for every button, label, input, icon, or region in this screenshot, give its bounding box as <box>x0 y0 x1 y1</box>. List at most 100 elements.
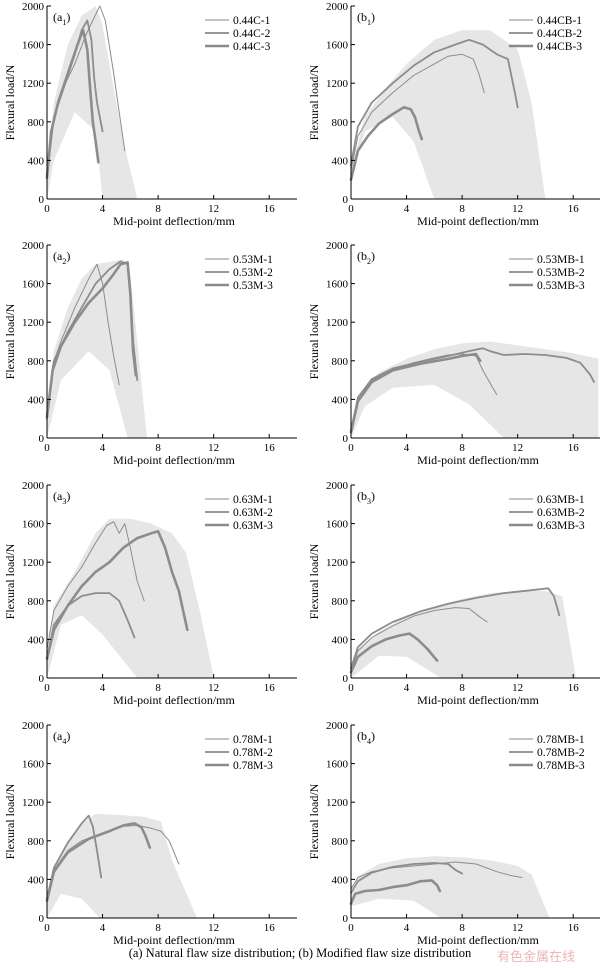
x-tick-label: 8 <box>155 682 161 694</box>
x-axis-label: Mid-point deflection/mm <box>417 933 539 947</box>
legend-label: 0.44CB-1 <box>537 15 582 27</box>
panel-label-letter: (b <box>357 10 367 24</box>
y-axis-label: Flexural load/N <box>307 303 321 379</box>
panel-label-close: ) <box>371 10 375 24</box>
x-tick-label: 8 <box>155 922 161 934</box>
y-tick-label: 2000 <box>22 240 45 252</box>
x-axis-label: Mid-point deflection/mm <box>417 453 539 467</box>
x-tick-label: 8 <box>155 442 161 454</box>
panel-label-letter: (b <box>357 489 367 503</box>
y-tick-label: 0 <box>343 433 349 445</box>
x-tick-label: 16 <box>568 442 580 454</box>
x-tick-label: 0 <box>348 203 354 215</box>
y-tick-label: 2000 <box>326 720 349 732</box>
x-axis-label: Mid-point deflection/mm <box>113 933 235 947</box>
y-tick-label: 400 <box>332 874 349 886</box>
legend-label: 0.53M-3 <box>233 280 273 292</box>
y-tick-label: 2000 <box>326 1 349 13</box>
scatter-band <box>47 813 197 918</box>
y-tick-label: 2000 <box>22 480 45 492</box>
x-tick-label: 0 <box>44 203 50 215</box>
y-tick-label: 1600 <box>326 519 349 531</box>
legend-label: 0.63MB-3 <box>537 520 585 532</box>
y-tick-label: 400 <box>332 634 349 646</box>
legend-label: 0.78MB-2 <box>537 747 585 759</box>
scatter-band <box>47 259 147 438</box>
legend-label: 0.63M-3 <box>233 520 273 532</box>
y-tick-label: 1200 <box>22 317 45 329</box>
series-line-0.44C-3 <box>45 28 100 180</box>
scatter-band <box>351 856 550 918</box>
legend-label: 0.78MB-1 <box>537 734 585 746</box>
y-axis-label: Flexural load/N <box>3 783 17 859</box>
y-tick-label: 1600 <box>22 40 45 52</box>
legend-label: 0.53MB-3 <box>537 280 585 292</box>
y-tick-label: 1600 <box>22 279 45 291</box>
y-tick-label: 0 <box>343 673 349 685</box>
y-tick-label: 0 <box>39 194 45 206</box>
panel-label: (a3) <box>53 489 70 506</box>
panel-label: (a4) <box>53 729 70 746</box>
y-axis-label: Flexural load/N <box>307 783 321 859</box>
series-line-0.78MB-1 <box>350 861 523 890</box>
legend-label: 0.63MB-1 <box>537 494 585 506</box>
x-tick-label: 4 <box>100 682 106 694</box>
y-tick-label: 2000 <box>22 720 45 732</box>
series-line-0.53MB-3 <box>349 352 482 434</box>
y-tick-label: 400 <box>28 394 45 406</box>
y-tick-label: 1200 <box>326 317 349 329</box>
x-tick-label: 12 <box>208 922 219 934</box>
panel-label-index: 4 <box>367 737 371 746</box>
panel-label-close: ) <box>66 10 70 24</box>
panel-label-index: 4 <box>62 737 66 746</box>
y-tick-label: 1200 <box>22 557 45 569</box>
series-line-0.63MB-2 <box>350 587 561 670</box>
x-tick-label: 0 <box>348 922 354 934</box>
series-line-0.53M-3 <box>45 261 138 419</box>
panel-label: (b2) <box>357 249 375 266</box>
x-tick-label: 4 <box>100 203 106 215</box>
x-tick-label: 16 <box>568 922 580 934</box>
x-tick-label: 16 <box>264 682 276 694</box>
panel-label-index: 2 <box>367 257 371 266</box>
x-axis-label: Mid-point deflection/mm <box>417 214 539 228</box>
y-tick-label: 800 <box>28 356 45 368</box>
y-axis-label: Flexural load/N <box>3 543 17 619</box>
x-tick-label: 12 <box>208 682 219 694</box>
x-tick-label: 4 <box>404 682 410 694</box>
series-line-0.44CB-1 <box>350 53 485 171</box>
y-tick-label: 1600 <box>22 759 45 771</box>
x-tick-label: 8 <box>459 922 465 934</box>
y-tick-label: 1600 <box>326 279 349 291</box>
y-tick-label: 800 <box>332 596 349 608</box>
legend-label: 0.53MB-2 <box>537 267 585 279</box>
panel-label: (a2) <box>53 249 70 266</box>
panel-label-letter: (a <box>53 729 63 743</box>
y-tick-label: 2000 <box>326 240 349 252</box>
y-tick-label: 1600 <box>326 759 349 771</box>
y-axis-label: Flexural load/N <box>307 64 321 140</box>
series-line-0.44CB-3 <box>349 106 424 181</box>
y-tick-label: 800 <box>332 117 349 129</box>
series-line-0.63M-3 <box>45 530 189 660</box>
figure-caption: (a) Natural flaw size distribution; (b) … <box>128 946 472 960</box>
panel-label-close: ) <box>66 489 70 503</box>
panel-label-letter: (a <box>53 249 63 263</box>
x-tick-label: 0 <box>44 922 50 934</box>
panel-label-index: 3 <box>62 497 66 506</box>
x-tick-label: 0 <box>44 682 50 694</box>
chart-panel-a3: 0 4 8 12 16 0 400 800 1200 1600 2000 Mid-point defl… <box>3 480 297 707</box>
y-tick-label: 1200 <box>22 797 45 809</box>
x-tick-label: 16 <box>264 922 276 934</box>
x-tick-label: 8 <box>155 203 161 215</box>
chart-panel-b2: 0 4 8 12 16 0 400 800 1200 1600 2000 Mid-point defl… <box>307 240 600 467</box>
x-tick-label: 12 <box>512 922 523 934</box>
series-line-0.78M-3 <box>45 822 152 902</box>
panel-label-letter: (a <box>53 10 63 24</box>
series-line-0.63M-2 <box>46 592 136 660</box>
y-tick-label: 400 <box>28 634 45 646</box>
x-tick-label: 4 <box>404 442 410 454</box>
y-tick-label: 1200 <box>326 557 349 569</box>
scatter-band <box>351 591 576 678</box>
